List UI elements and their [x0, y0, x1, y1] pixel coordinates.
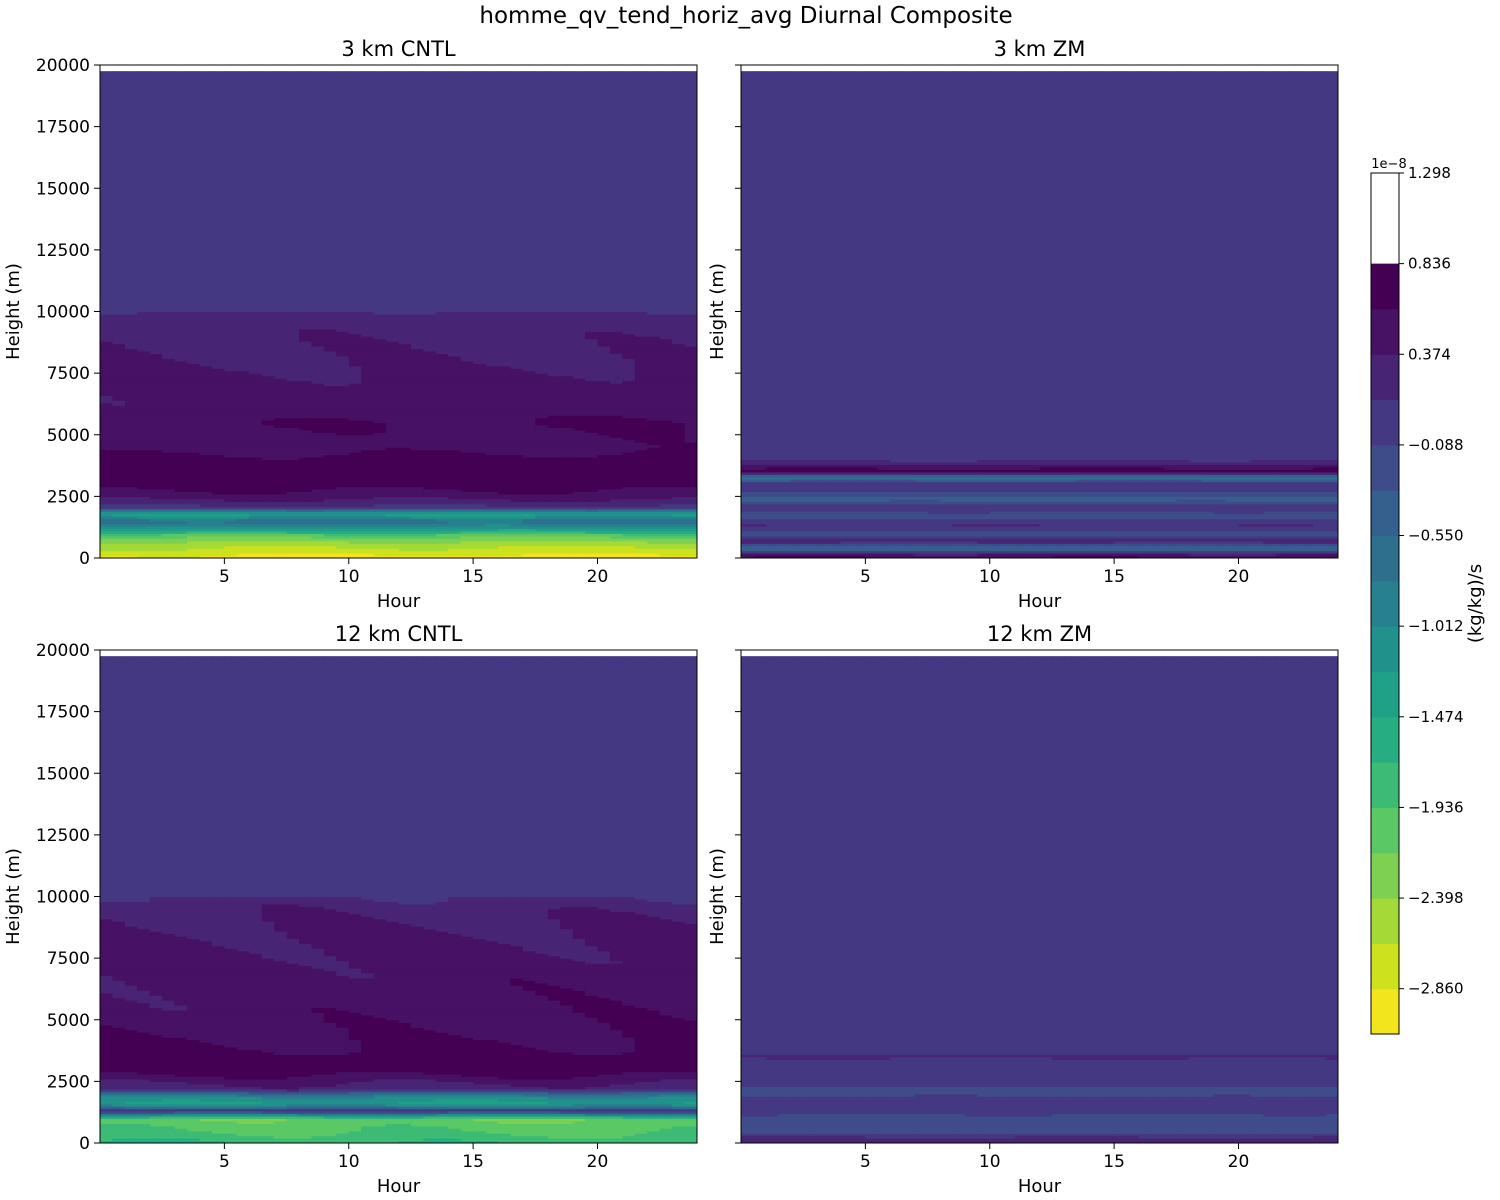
x-tick-label: 20 [587, 1152, 609, 1172]
x-tick-label: 5 [860, 1152, 871, 1172]
colorbar-tick-label: −2.860 [1408, 980, 1464, 998]
panel-title: 3 km ZM [994, 37, 1086, 61]
colorbar-frame [1370, 172, 1400, 1035]
colorbar-swatch [1371, 308, 1399, 355]
colorbar-swatch [1371, 898, 1399, 944]
x-tick-label: 10 [979, 1152, 1001, 1172]
colorbar-swatch [1371, 354, 1399, 401]
x-tick-label: 20 [587, 567, 609, 587]
y-tick-label: 2500 [47, 1072, 90, 1092]
x-axis-label: Hour [377, 1176, 421, 1197]
colorbar-swatch [1371, 762, 1399, 808]
x-tick-label: 5 [219, 1152, 230, 1172]
x-tick-label: 10 [979, 567, 1001, 587]
colorbar-tick-label: −1.012 [1408, 617, 1464, 635]
y-tick-label: 12500 [36, 241, 90, 261]
colorbar-swatch [1371, 943, 1399, 990]
y-tick-label: 15000 [36, 179, 90, 199]
colorbar-tick-label: −0.088 [1408, 436, 1464, 454]
y-axis-label: Height (m) [3, 263, 24, 360]
colorbar-swatch [1371, 988, 1399, 1035]
y-tick-label: 10000 [36, 888, 90, 908]
y-tick-label: 20000 [36, 56, 90, 76]
y-tick-label: 15000 [36, 764, 90, 784]
x-axis-label: Hour [1018, 1176, 1062, 1197]
y-tick-label: 17500 [36, 118, 90, 138]
colorbar-swatch [1371, 716, 1399, 763]
y-tick-label: 7500 [47, 949, 90, 969]
colorbar-label: (kg/kg)/s [1465, 564, 1486, 643]
y-axis-label: Height (m) [3, 848, 24, 945]
colorbar-tick-label: −2.398 [1408, 889, 1464, 907]
x-tick-label: 15 [1103, 567, 1125, 587]
x-axis-label: Hour [1018, 591, 1062, 612]
panel-4: 5 10 15 20 12 km ZM Hour Height (m) [707, 622, 1339, 1197]
y-tick-label: 0 [79, 1134, 90, 1154]
contour-field [741, 71, 1338, 558]
panel-title: 12 km CNTL [335, 622, 463, 646]
contour-field [741, 656, 1338, 1143]
colorbar-swatch [1371, 626, 1399, 672]
x-tick-label: 20 [1228, 567, 1250, 587]
panel-3: 5 10 15 20 0 2500 5000 7500 10000 12500 15000 17500… [3, 622, 698, 1197]
y-tick-label: 17500 [36, 703, 90, 723]
y-tick-label: 5000 [47, 1011, 90, 1031]
colorbar-tick-label: −1.474 [1408, 708, 1464, 726]
y-tick-label: 12500 [36, 826, 90, 846]
colorbar-exponent: 1e−8 [1371, 157, 1406, 172]
y-axis-label: Height (m) [707, 848, 728, 945]
x-tick-label: 20 [1228, 1152, 1250, 1172]
y-axis-label: Height (m) [707, 263, 728, 360]
colorbar: 1.298 0.836 0.374 −0.088 −0.550 −1.012 −1.474 −… [1370, 157, 1486, 1035]
y-tick-label: 7500 [47, 364, 90, 384]
x-tick-label: 5 [860, 567, 871, 587]
panel-1: 5 10 15 20 0 2500 5000 7500 10000 12500 15000 17500… [3, 37, 698, 612]
panel-title: 12 km ZM [987, 622, 1092, 646]
x-axis-label: Hour [377, 591, 421, 612]
colorbar-tick-label: −1.936 [1408, 798, 1464, 816]
x-tick-label: 10 [338, 567, 360, 587]
x-tick-label: 15 [462, 1152, 484, 1172]
y-tick-label: 2500 [47, 487, 90, 507]
panel-title: 3 km CNTL [341, 37, 456, 61]
y-tick-label: 0 [79, 549, 90, 569]
colorbar-swatch [1371, 399, 1399, 446]
x-tick-label: 10 [338, 1152, 360, 1172]
panels: 5 10 15 20 0 2500 5000 7500 10000 12500 15000 17500… [3, 37, 1339, 1197]
panel-2: 5 10 15 20 3 km ZM Hour Height (m) [707, 37, 1339, 612]
colorbar-swatch [1371, 852, 1399, 899]
colorbar-swatch [1371, 444, 1399, 491]
colorbar-swatch [1371, 263, 1399, 310]
x-tick-label: 15 [1103, 1152, 1125, 1172]
x-tick-label: 5 [219, 567, 230, 587]
contour-field [100, 656, 697, 1143]
colorbar-tick-label: −0.550 [1408, 527, 1464, 545]
figure-title: homme_qv_tend_horiz_avg Diurnal Composit… [479, 3, 1012, 29]
colorbar-tick-label: 1.298 [1408, 164, 1451, 182]
contour-field [100, 71, 697, 558]
y-tick-label: 5000 [47, 426, 90, 446]
colorbar-swatch [1371, 490, 1399, 537]
colorbar-tick-label: 0.836 [1408, 255, 1451, 273]
colorbar-swatch [1371, 535, 1399, 582]
y-tick-label: 20000 [36, 641, 90, 661]
colorbar-tick-label: 0.374 [1408, 345, 1451, 363]
colorbar-swatch [1371, 671, 1399, 718]
colorbar-swatch [1371, 807, 1399, 854]
x-tick-label: 15 [462, 567, 484, 587]
y-tick-label: 10000 [36, 303, 90, 323]
colorbar-swatch [1371, 580, 1399, 627]
